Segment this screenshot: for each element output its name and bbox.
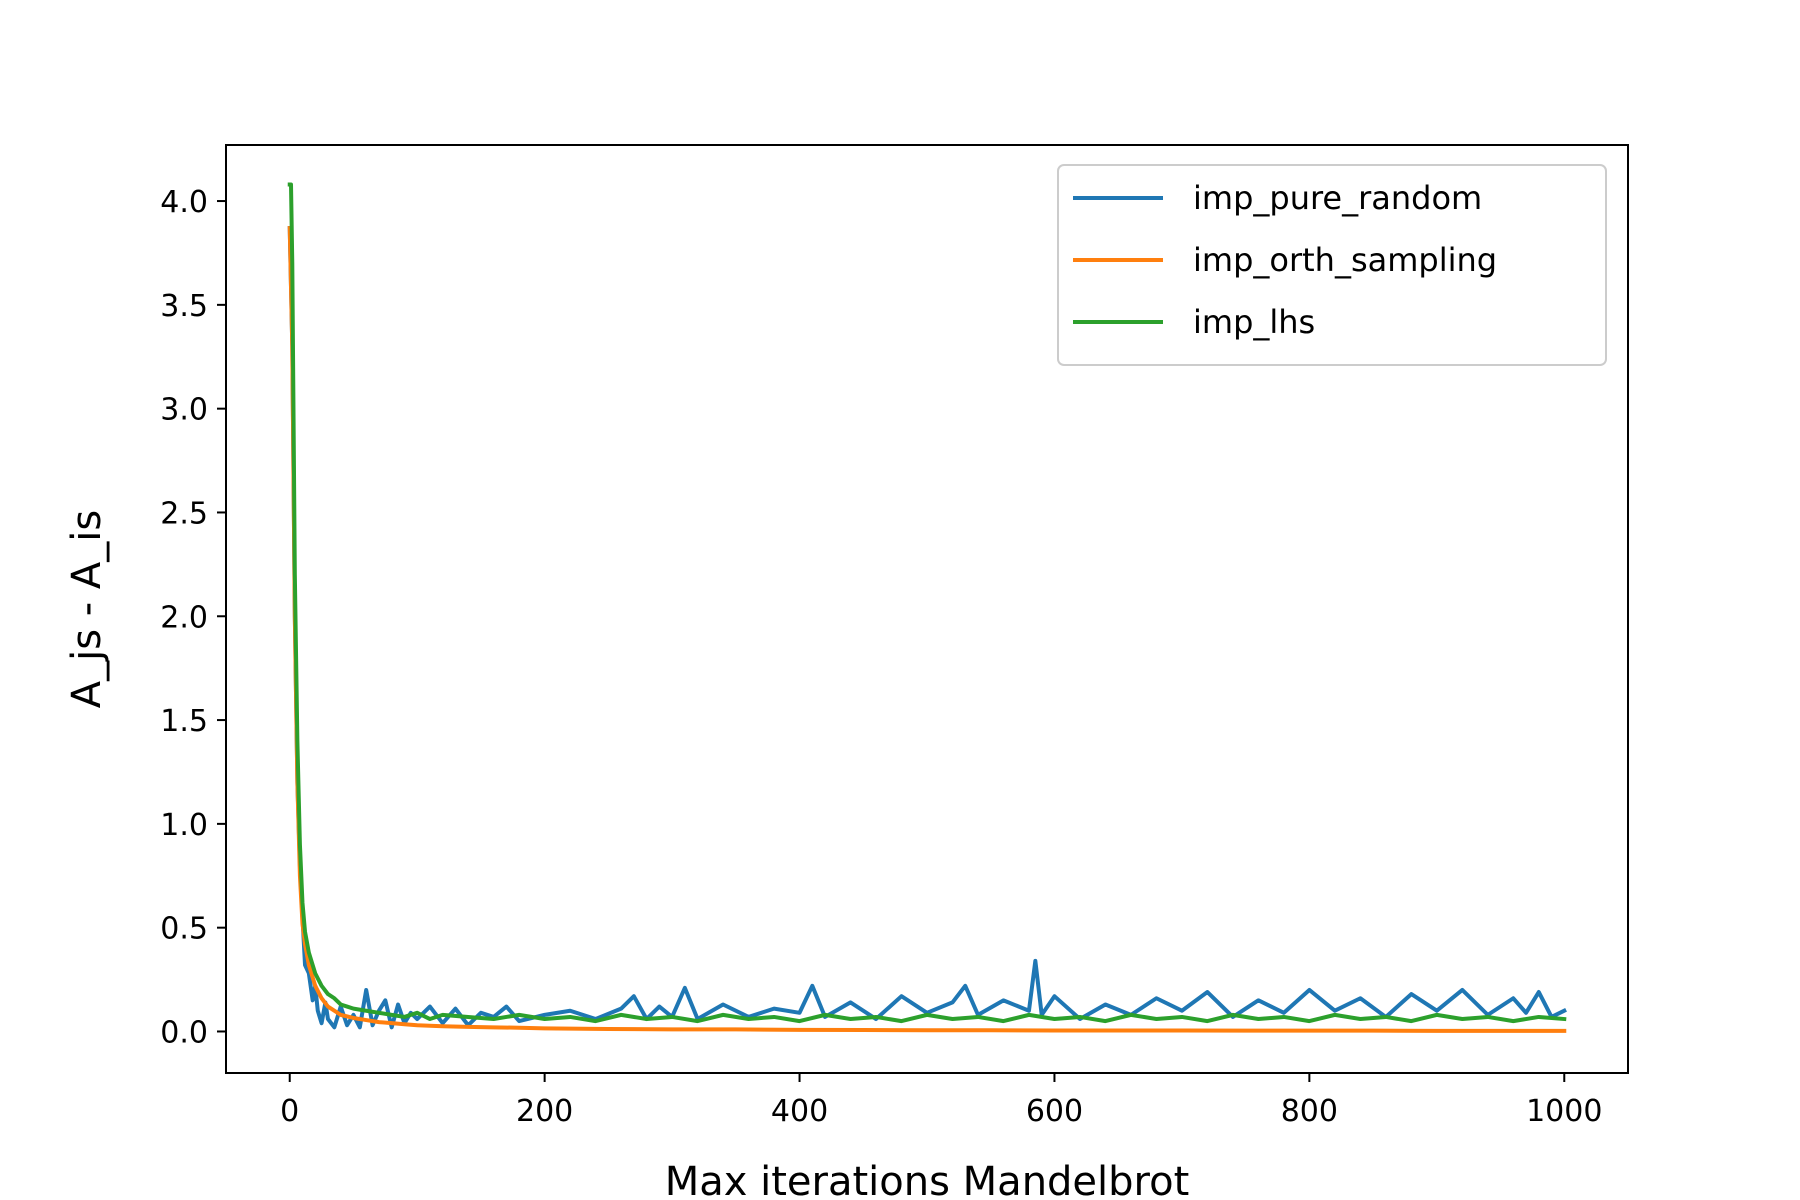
y-tick-label: 3.5	[160, 289, 208, 324]
y-tick-label: 2.5	[160, 496, 208, 531]
y-tick-label: 1.0	[160, 808, 208, 843]
series-line-imp_lhs	[287, 182, 1567, 1024]
y-tick-label: 0.0	[160, 1015, 208, 1050]
y-axis-label: A_js - A_is	[64, 510, 110, 709]
series-line-imp_orth_sampling	[287, 225, 1567, 1033]
series-line-imp_pure_random	[287, 225, 1567, 1030]
x-axis-label: Max iterations Mandelbrot	[665, 1159, 1190, 1200]
x-tick-label: 400	[771, 1094, 828, 1129]
x-tick-label: 600	[1026, 1094, 1083, 1129]
y-tick-label: 1.5	[160, 704, 208, 739]
series-layer	[287, 182, 1567, 1033]
y-axis: 0.0 0.5 1.0 1.5 2.0 2.5 3.0 3.5 4.0	[160, 185, 226, 1050]
y-tick-label: 4.0	[160, 185, 208, 220]
x-tick-label: 200	[516, 1094, 573, 1129]
legend-label-imp_lhs: imp_lhs	[1193, 303, 1315, 341]
legend: imp_pure_random imp_orth_sampling imp_lhs	[1057, 164, 1607, 366]
x-tick-label: 1000	[1526, 1094, 1602, 1129]
legend-box	[1057, 164, 1607, 366]
x-axis: 0 200 400 600 800 1000	[280, 1073, 1602, 1129]
y-tick-label: 2.0	[160, 600, 208, 635]
x-tick-label: 0	[280, 1094, 299, 1129]
y-tick-label: 3.0	[160, 393, 208, 428]
y-tick-label: 0.5	[160, 912, 208, 947]
x-tick-label: 800	[1281, 1094, 1338, 1129]
legend-label-imp_pure_random: imp_pure_random	[1193, 179, 1482, 217]
legend-label-imp_orth_sampling: imp_orth_sampling	[1193, 241, 1497, 279]
plot-area-frame	[225, 144, 1629, 1074]
